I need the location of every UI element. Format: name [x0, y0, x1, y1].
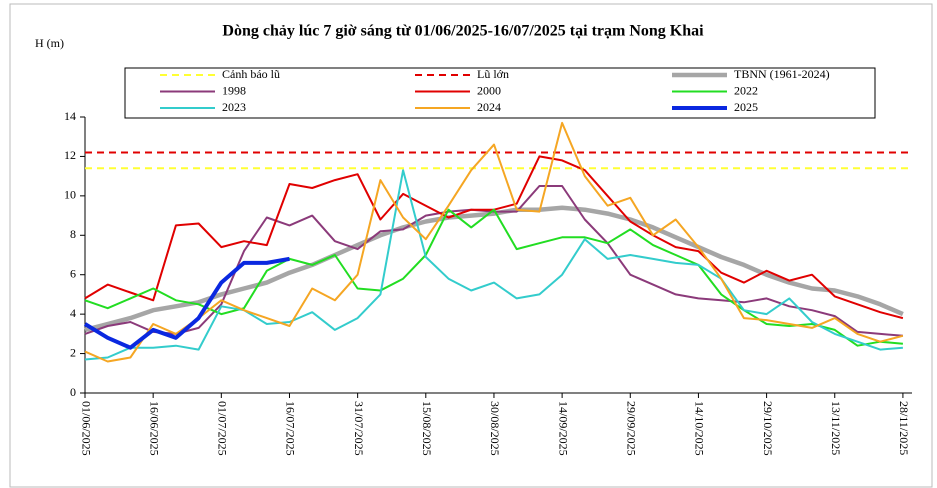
legend-label: 2024 — [477, 100, 501, 114]
y-axis-label: H (m) — [35, 36, 64, 50]
y-tick-label: 4 — [70, 306, 76, 320]
legend-label: 2022 — [734, 83, 758, 97]
x-tick-label: 15/08/2025 — [420, 401, 434, 456]
y-tick-label: 10 — [64, 188, 76, 202]
x-tick-label: 01/06/2025 — [79, 401, 93, 456]
y-tick-label: 12 — [64, 148, 76, 162]
legend-label: Cảnh báo lũ — [222, 67, 280, 81]
frame — [9, 3, 933, 488]
series-line — [84, 121, 904, 363]
x-tick-label: 30/08/2025 — [488, 401, 502, 456]
x-tick-label: 14/09/2025 — [556, 401, 570, 456]
x-tick-label: 29/09/2025 — [625, 401, 639, 456]
series-line — [83, 256, 290, 350]
y-tick-label: 6 — [70, 266, 76, 280]
x-tick-label: 13/11/2025 — [829, 401, 843, 455]
series-line — [84, 169, 903, 361]
legend-label: 2000 — [477, 83, 501, 97]
x-tick-label: 14/10/2025 — [693, 401, 707, 456]
series-line — [84, 208, 903, 347]
legend-label: Lũ lớn — [477, 67, 509, 81]
y-tick-label: 2 — [70, 345, 76, 359]
legend-label: 1998 — [222, 83, 246, 97]
y-tick-label: 0 — [70, 385, 76, 399]
legend-label: TBNN (1961-2024) — [734, 67, 830, 81]
legend — [124, 67, 876, 119]
x-tick-label: 16/06/2025 — [147, 401, 161, 456]
legend-label: 2023 — [222, 100, 246, 114]
x-tick-label: 16/07/2025 — [284, 401, 298, 456]
x-tick-label: 28/11/2025 — [897, 401, 911, 455]
series-line — [84, 205, 904, 333]
x-tick-label: 01/07/2025 — [216, 401, 230, 456]
x-tick-label: 31/07/2025 — [352, 401, 366, 456]
legend-label: 2025 — [734, 100, 758, 114]
series-line — [84, 185, 903, 337]
y-tick-label: 8 — [70, 227, 76, 241]
y-tick-label: 14 — [64, 109, 76, 123]
x-tick-label: 29/10/2025 — [761, 401, 775, 456]
chart-title: Dòng chảy lúc 7 giờ sáng từ 01/06/2025-1… — [222, 23, 704, 40]
series-line — [84, 155, 904, 320]
